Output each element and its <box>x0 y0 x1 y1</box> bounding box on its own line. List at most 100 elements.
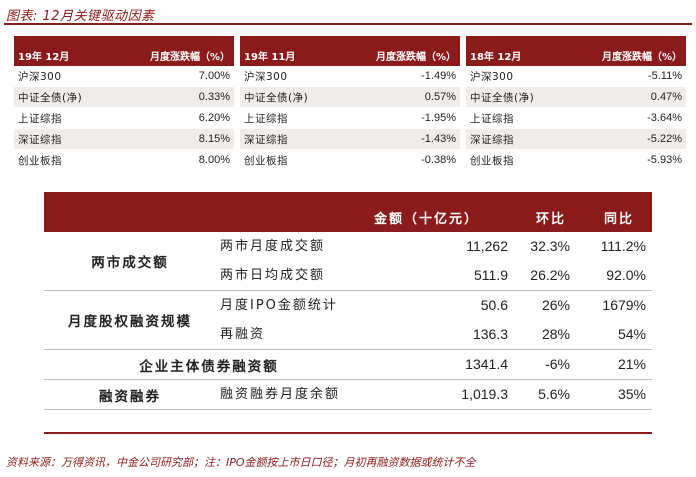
table-row: 创业板指 -5.93% <box>466 150 686 171</box>
index-value: 0.47% <box>650 91 682 103</box>
index-name: 沪深300 <box>18 70 62 83</box>
header-mom: 环比 <box>536 212 567 227</box>
row-label: 两市月度成交额 <box>220 239 326 254</box>
driver-table-header: 金额（十亿元） 环比 同比 <box>44 192 652 232</box>
row-amount: 50.6 <box>480 297 508 313</box>
index-value: 7.00% <box>198 70 230 82</box>
index-name: 创业板指 <box>18 154 62 167</box>
table-row: 深证综指 -1.43% <box>240 129 460 150</box>
mini-col-label: 月度涨跌幅（%） <box>149 52 230 63</box>
mini-col-label: 月度涨跌幅（%） <box>601 52 682 63</box>
table-row: 两市日均成交额 511.9 26.2% 92.0% <box>44 261 652 290</box>
row-yoy: 21% <box>617 356 646 372</box>
row-amount: 511.9 <box>474 267 508 283</box>
index-value: -5.11% <box>647 70 682 82</box>
row-amount: 1,019.3 <box>461 386 508 402</box>
table-row: 中证全债(净) 0.47% <box>466 87 686 108</box>
table-row: 沪深300 7.00% <box>14 66 234 87</box>
mini-table-19-11: 19年 11月 月度涨跌幅（%） 沪深300 -1.49% 中证全债(净) 0.57… <box>240 36 460 171</box>
index-value: -1.43% <box>421 133 456 145</box>
row-mom: 32.3% <box>530 238 570 254</box>
mini-period: 19年 11月 <box>244 52 296 63</box>
row-yoy: 111.2% <box>600 238 646 254</box>
mini-table-header: 19年 11月 月度涨跌幅（%） <box>240 36 460 66</box>
header-yoy: 同比 <box>604 212 635 227</box>
table-row: 上证综指 -3.64% <box>466 108 686 129</box>
index-name: 深证综指 <box>470 133 514 146</box>
index-name: 沪深300 <box>244 70 288 83</box>
index-name: 上证综指 <box>18 112 62 125</box>
index-value: -3.64% <box>647 112 682 124</box>
group-turnover: 两市成交额 两市月度成交额 11,262 32.3% 111.2% 两市日均成交… <box>44 232 652 291</box>
table-row: 两市月度成交额 11,262 32.3% 111.2% <box>44 232 652 261</box>
row-yoy: 1679% <box>602 297 646 313</box>
row-amount: 11,262 <box>466 238 508 254</box>
index-value: -5.93% <box>647 154 682 166</box>
index-value: 6.20% <box>198 112 230 124</box>
row-mom: 26% <box>541 297 570 313</box>
index-value: 0.57% <box>424 91 456 103</box>
table-row: 中证全债(净) 0.57% <box>240 87 460 108</box>
mini-col-label: 月度涨跌幅（%） <box>375 52 456 63</box>
row-label: 融资融券月度余额 <box>220 387 341 402</box>
group-bond-financing: 企业主体债券融资额 1341.4 -6% 21% <box>44 350 652 380</box>
index-value: 0.33% <box>198 91 230 103</box>
group-category: 两市成交额 <box>91 255 169 271</box>
source-note: 资料来源：万得资讯，中金公司研究部；注：IPO金额按上市日口径；月初再融资数据或… <box>6 456 476 469</box>
index-name: 上证综指 <box>470 112 514 125</box>
mini-table-header: 19年 12月 月度涨跌幅（%） <box>14 36 234 66</box>
index-value: -5.22% <box>647 133 682 145</box>
index-name: 中证全债(净) <box>470 91 535 104</box>
mini-table-19-12: 19年 12月 月度涨跌幅（%） 沪深300 7.00% 中证全债(净) 0.33%… <box>14 36 234 171</box>
table-row: 深证综指 8.15% <box>14 129 234 150</box>
index-name: 创业板指 <box>470 154 514 167</box>
table-row: 创业板指 -0.38% <box>240 150 460 171</box>
row-mom: 26.2% <box>530 267 570 283</box>
index-value: -1.49% <box>421 70 456 82</box>
figure-title: 图表: 12月关键驱动因素 <box>6 9 155 24</box>
row-mom: -6% <box>545 356 570 372</box>
mini-period: 18年 12月 <box>470 52 522 63</box>
group-equity-financing: 月度股权融资规模 月度IPO金额统计 50.6 26% 1679% 再融资 13… <box>44 291 652 350</box>
table-row: 中证全债(净) 0.33% <box>14 87 234 108</box>
table-row: 深证综指 -5.22% <box>466 129 686 150</box>
row-label: 企业主体债券融资额 <box>139 358 279 375</box>
row-amount: 136.3 <box>472 326 508 342</box>
mini-table-18-12: 18年 12月 月度涨跌幅（%） 沪深300 -5.11% 中证全债(净) 0.47… <box>466 36 686 171</box>
index-value: -0.38% <box>421 154 456 166</box>
index-value: 8.15% <box>198 133 230 145</box>
index-value: -1.95% <box>421 112 456 124</box>
index-name: 深证综指 <box>244 133 288 146</box>
table-footer-rule <box>44 432 652 434</box>
table-row: 沪深300 -1.49% <box>240 66 460 87</box>
group-margin: 融资融券 融资融券月度余额 1,019.3 5.6% 35% <box>44 380 652 410</box>
row-label: 两市日均成交额 <box>220 268 326 283</box>
mini-table-header: 18年 12月 月度涨跌幅（%） <box>466 36 686 66</box>
table-row: 上证综指 -1.95% <box>240 108 460 129</box>
row-yoy: 54% <box>617 326 646 342</box>
row-mom: 28% <box>541 326 570 342</box>
driver-table: 金额（十亿元） 环比 同比 两市成交额 两市月度成交额 11,262 32.3%… <box>44 192 652 410</box>
table-row: 融资融券 融资融券月度余额 1,019.3 5.6% 35% <box>44 380 652 409</box>
row-label: 再融资 <box>220 327 266 342</box>
table-row: 企业主体债券融资额 1341.4 -6% 21% <box>44 350 652 379</box>
group-category: 融资融券 <box>99 388 161 405</box>
index-name: 沪深300 <box>470 70 514 83</box>
row-label: 月度IPO金额统计 <box>220 298 338 313</box>
table-row: 月度IPO金额统计 50.6 26% 1679% <box>44 291 652 320</box>
index-name: 中证全债(净) <box>18 91 83 104</box>
row-amount: 1341.4 <box>465 356 508 372</box>
mini-period: 19年 12月 <box>18 52 70 63</box>
group-category: 月度股权融资规模 <box>68 314 192 330</box>
index-name: 深证综指 <box>18 133 62 146</box>
header-amount: 金额（十亿元） <box>374 212 480 227</box>
table-row: 创业板指 8.00% <box>14 150 234 171</box>
title-divider <box>4 23 692 25</box>
index-name: 上证综指 <box>244 112 288 125</box>
table-row: 沪深300 -5.11% <box>466 66 686 87</box>
row-mom: 5.6% <box>538 386 570 402</box>
table-row: 上证综指 6.20% <box>14 108 234 129</box>
row-yoy: 92.0% <box>606 267 646 283</box>
row-yoy: 35% <box>617 386 646 402</box>
index-name: 中证全债(净) <box>244 91 309 104</box>
